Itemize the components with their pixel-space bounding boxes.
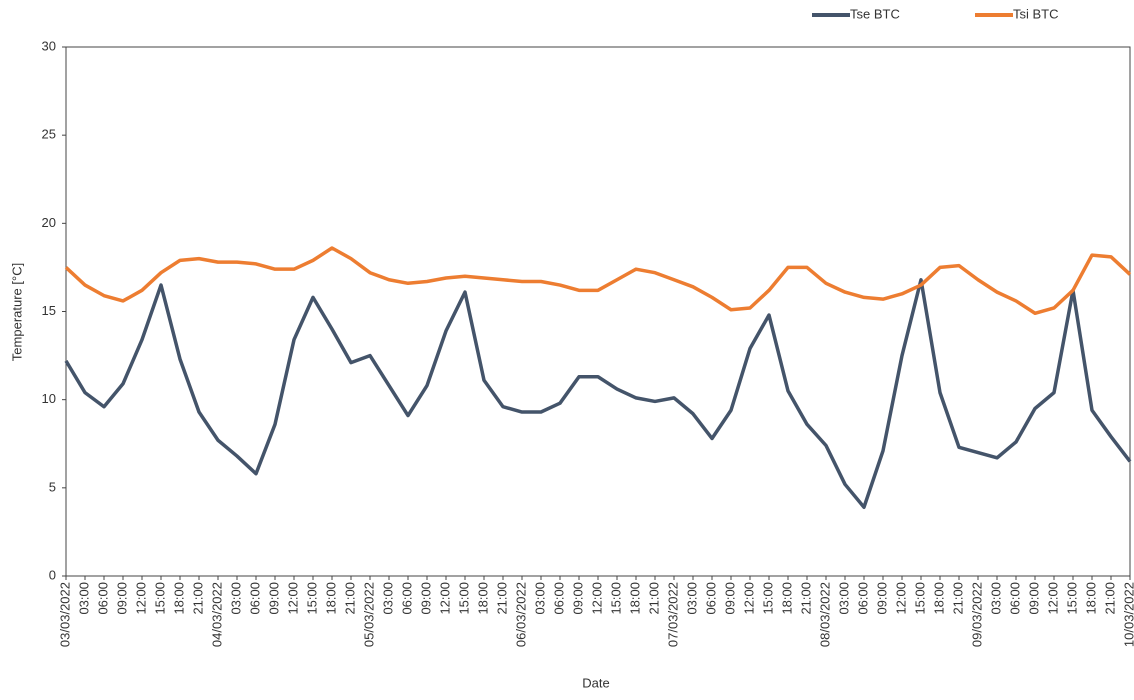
x-tick-label: 06:00 bbox=[247, 582, 262, 615]
series-line bbox=[64, 246, 1132, 316]
x-tick-label: 18:00 bbox=[779, 582, 794, 615]
legend-label: Tsi BTC bbox=[1013, 6, 1059, 21]
x-tick-label: 12:00 bbox=[285, 582, 300, 615]
y-tick-label: 10 bbox=[42, 391, 56, 406]
x-tick-label: 04/03/2022 bbox=[209, 582, 224, 647]
y-axis-title: Temperature [°C] bbox=[9, 263, 24, 361]
x-tick-label: 09:00 bbox=[114, 582, 129, 615]
x-tick-label: 15:00 bbox=[760, 582, 775, 615]
x-tick-label: 21:00 bbox=[494, 582, 509, 615]
x-tick-label: 06:00 bbox=[551, 582, 566, 615]
x-tick-label: 15:00 bbox=[152, 582, 167, 615]
x-tick-label: 08/03/2022 bbox=[817, 582, 832, 647]
x-tick-label: 03:00 bbox=[532, 582, 547, 615]
x-tick-label: 03:00 bbox=[836, 582, 851, 615]
x-tick-label: 03:00 bbox=[684, 582, 699, 615]
x-tick-label: 15:00 bbox=[456, 582, 471, 615]
x-tick-label: 12:00 bbox=[1045, 582, 1060, 615]
y-tick-label: 25 bbox=[42, 127, 56, 142]
y-tick-label: 5 bbox=[49, 479, 56, 494]
x-tick-label: 06:00 bbox=[855, 582, 870, 615]
x-tick-label: 09:00 bbox=[722, 582, 737, 615]
x-tick-label: 21:00 bbox=[342, 582, 357, 615]
x-tick-label: 09:00 bbox=[874, 582, 889, 615]
x-tick-label: 21:00 bbox=[950, 582, 965, 615]
x-tick-label: 03:00 bbox=[76, 582, 91, 615]
y-tick-label: 20 bbox=[42, 215, 56, 230]
x-tick-label: 09/03/2022 bbox=[969, 582, 984, 647]
series-line bbox=[64, 278, 1132, 509]
x-tick-label: 12:00 bbox=[893, 582, 908, 615]
x-tick-label: 21:00 bbox=[646, 582, 661, 615]
y-tick-label: 0 bbox=[49, 567, 56, 582]
x-tick-label: 21:00 bbox=[190, 582, 205, 615]
y-tick-label: 15 bbox=[42, 303, 56, 318]
plot-frame bbox=[65, 46, 1131, 577]
x-tick-label: 09:00 bbox=[266, 582, 281, 615]
x-tick-label: 09:00 bbox=[1026, 582, 1041, 615]
x-tick-label: 12:00 bbox=[133, 582, 148, 615]
x-tick-label: 06:00 bbox=[95, 582, 110, 615]
x-tick-label: 09:00 bbox=[418, 582, 433, 615]
x-tick-label: 15:00 bbox=[304, 582, 319, 615]
x-tick-label: 21:00 bbox=[1102, 582, 1117, 615]
x-tick-label: 03/03/2022 bbox=[57, 582, 72, 647]
x-tick-label: 06:00 bbox=[399, 582, 414, 615]
x-tick-label: 18:00 bbox=[323, 582, 338, 615]
legend-label: Tse BTC bbox=[850, 6, 900, 21]
x-tick-label: 12:00 bbox=[437, 582, 452, 615]
x-tick-label: 07/03/2022 bbox=[665, 582, 680, 647]
x-tick-label: 10/03/2022 bbox=[1121, 582, 1134, 647]
x-tick-label: 18:00 bbox=[475, 582, 490, 615]
x-tick-label: 09:00 bbox=[570, 582, 585, 615]
x-tick-label: 03:00 bbox=[228, 582, 243, 615]
x-tick-label: 06:00 bbox=[1007, 582, 1022, 615]
x-tick-label: 18:00 bbox=[171, 582, 186, 615]
x-tick-label: 18:00 bbox=[627, 582, 642, 615]
x-tick-label: 06/03/2022 bbox=[513, 582, 528, 647]
x-tick-label: 15:00 bbox=[912, 582, 927, 615]
x-tick-label: 18:00 bbox=[1083, 582, 1098, 615]
x-tick-label: 12:00 bbox=[741, 582, 756, 615]
x-tick-label: 05/03/2022 bbox=[361, 582, 376, 647]
x-tick-label: 21:00 bbox=[798, 582, 813, 615]
x-tick-label: 12:00 bbox=[589, 582, 604, 615]
x-tick-label: 15:00 bbox=[608, 582, 623, 615]
x-tick-label: 15:00 bbox=[1064, 582, 1079, 615]
x-tick-label: 18:00 bbox=[931, 582, 946, 615]
x-axis-title: Date bbox=[582, 675, 609, 690]
x-tick-label: 06:00 bbox=[703, 582, 718, 615]
x-tick-label: 03:00 bbox=[380, 582, 395, 615]
y-tick-label: 30 bbox=[42, 38, 56, 53]
x-tick-label: 03:00 bbox=[988, 582, 1003, 615]
